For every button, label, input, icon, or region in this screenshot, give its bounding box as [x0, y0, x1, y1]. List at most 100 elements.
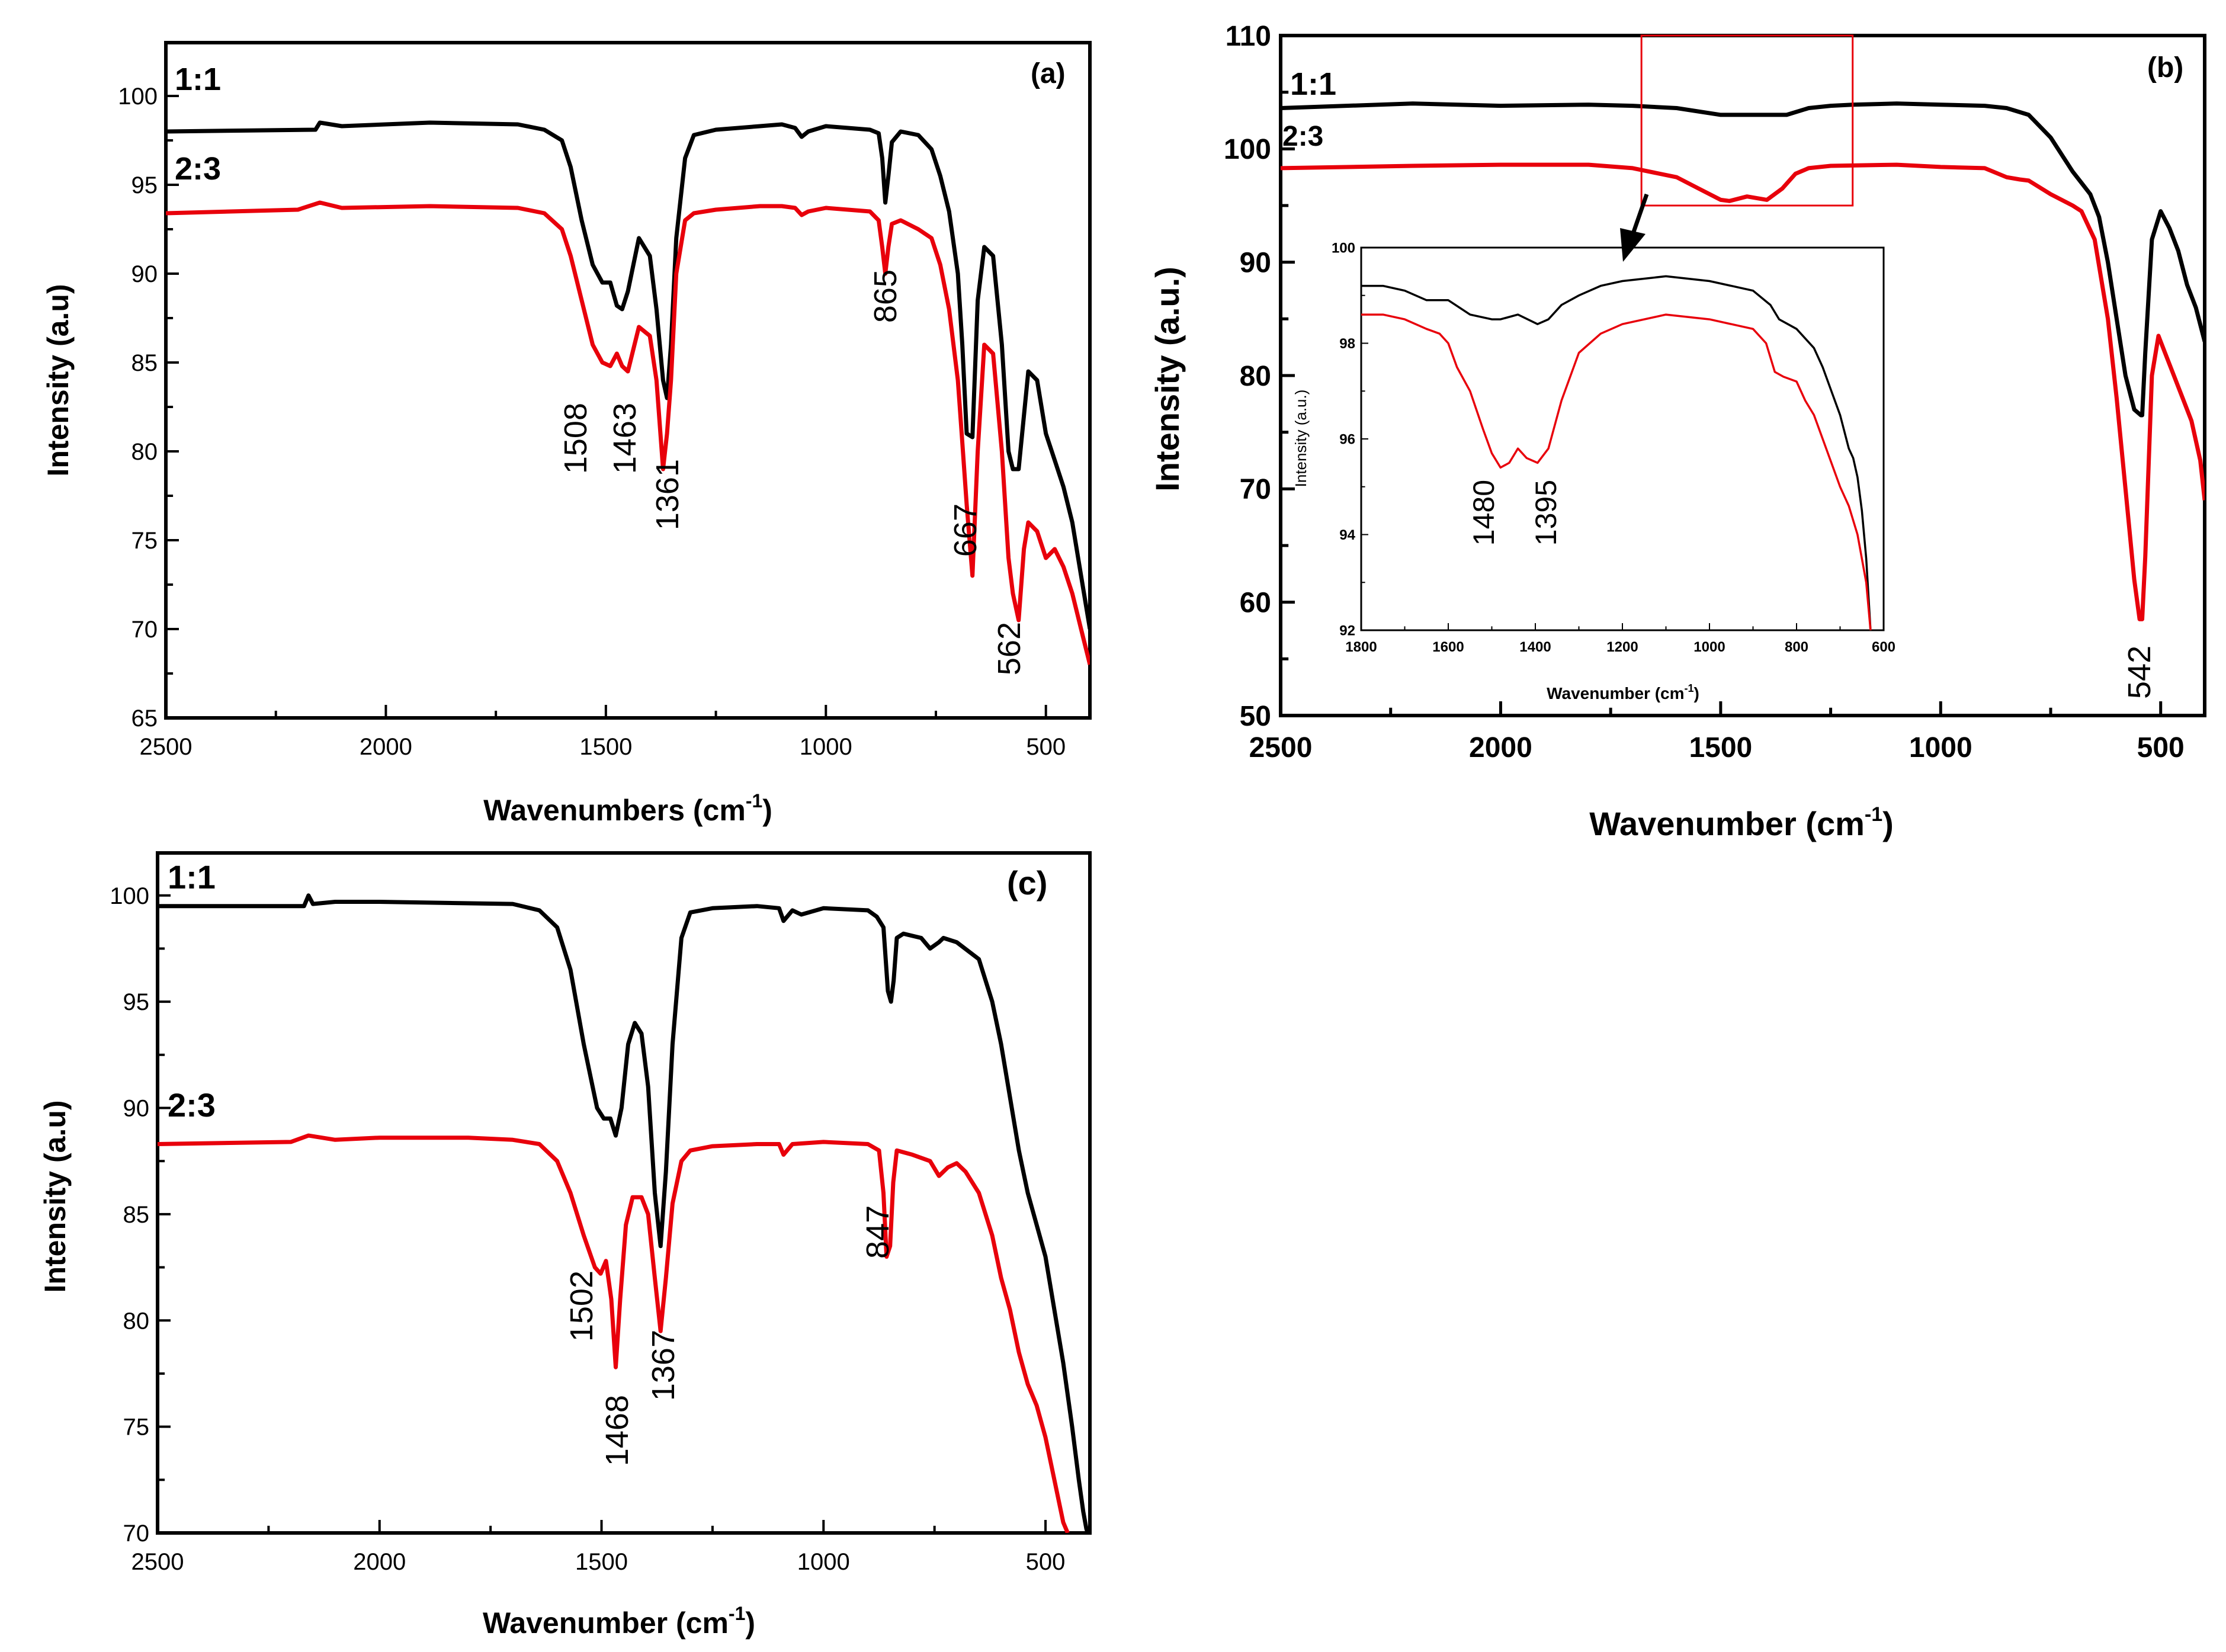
panel-b-ytick-label: 90: [1240, 247, 1271, 278]
panel-a-chart: 2500 2000 1500 1000 500 65 70 75 80 85 90 95 100 (a)…: [41, 41, 1092, 827]
panel-b-ytick-label: 110: [1226, 21, 1271, 52]
panel-a-series-label-1-1: 1:1: [175, 62, 221, 97]
panel-b-series: [1281, 101, 2205, 621]
panel-c-ytick-label: 70: [123, 1521, 150, 1547]
panel-b-inset-xtick-label: 1600: [1432, 639, 1464, 655]
panel-a-ytick-label: 90: [131, 261, 158, 287]
panel-b-series-2-3: [1281, 162, 2205, 621]
panel-b-inset-ytick-label: 96: [1339, 431, 1355, 447]
panel-b-ytick-label: 50: [1240, 701, 1271, 732]
panel-a-xtick-label: 2500: [140, 734, 193, 760]
panel-c-ytick-label: 100: [110, 883, 149, 909]
panel-b-inset-ytick-label: 98: [1339, 336, 1355, 352]
panel-c-xtick-label: 2000: [353, 1549, 406, 1575]
panel-b-ytick-label: 70: [1240, 474, 1271, 505]
panel-b-inset-ylabel: Intensity (a.u.): [1292, 390, 1310, 487]
panel-b-xlabel: Wavenumber (cm-1): [1589, 803, 1894, 842]
panel-a-ytick-label: 85: [131, 350, 158, 376]
panel-c-series-label-2-3: 2:3: [168, 1086, 216, 1124]
panel-a-ticks: 2500 2000 1500 1000 500 65 70 75 80 85 90 95 100: [118, 84, 1066, 760]
panel-c-ytick-label: 75: [123, 1414, 150, 1441]
panel-b-label: (b): [2147, 52, 2183, 84]
panel-a-xtick-label: 500: [1026, 734, 1066, 760]
panel-b-inset-frame: [1360, 246, 1885, 631]
peak-label-847: 847: [860, 1205, 896, 1259]
panel-a-ytick-label: 80: [131, 439, 158, 465]
panel-c-xtick-label: 500: [1026, 1549, 1066, 1575]
peak-label-1480: 1480: [1467, 480, 1500, 546]
panel-a-annotations: 1508 1463 1361 865 667 562: [558, 270, 1027, 675]
panel-c-chart: 2500 2000 1500 1000 500 70 75 80 85 90 95 100 (c) 1…: [39, 851, 1092, 1640]
panel-b-inset-chart: 1800 1600 1400 1200 1000 800 600 92 94 96 98 100 Wa…: [1292, 240, 1895, 702]
panel-c-xtick-label: 1500: [575, 1549, 628, 1575]
peak-label-1468: 1468: [599, 1395, 635, 1466]
panel-b-inset-ytick-label: 100: [1332, 240, 1355, 256]
inset-arrow-head: [1620, 228, 1646, 262]
panel-a-xtick-label: 2000: [360, 734, 412, 760]
panel-c-series-1-1: [158, 893, 1090, 1533]
panel-a-ytick-label: 70: [131, 617, 158, 643]
panel-b-inset-series-1-1: [1361, 275, 1872, 630]
panel-b-inset-xtick-label: 1200: [1606, 639, 1638, 655]
panel-b-series-label-1-1: 1:1: [1290, 66, 1336, 102]
panel-a-label: (a): [1031, 58, 1066, 89]
panel-b-ticks: 2500 2000 1500 1000 500 50 60 70 80 90 100 110: [1224, 21, 2185, 764]
panel-c-ticks: 2500 2000 1500 1000 500 70 75 80 85 90 95 100: [110, 883, 1065, 1575]
panel-b-inset-ytick-label: 92: [1339, 623, 1355, 639]
panel-b-inset-xtick-label: 1400: [1519, 639, 1551, 655]
panel-b-inset-ytick-label: 94: [1339, 527, 1355, 543]
panel-b-inset-ticks: 1800 1600 1400 1200 1000 800 600 92 94 96 98 100: [1332, 240, 1895, 655]
peak-label-1508: 1508: [558, 403, 594, 474]
panel-b-inset-xtick-label: 1000: [1693, 639, 1725, 655]
peak-label-1502: 1502: [564, 1271, 599, 1342]
panel-b-xtick-label: 2500: [1249, 732, 1313, 764]
panel-b-inset-xtick-label: 600: [1872, 639, 1895, 655]
panel-a-ytick-label: 65: [131, 705, 158, 732]
panel-b-inset-series: [1361, 275, 1872, 630]
panel-b-inset-xtick-label: 800: [1785, 639, 1808, 655]
panel-b-xtick-label: 1500: [1689, 732, 1752, 764]
panel-b-ytick-label: 100: [1224, 134, 1271, 165]
panel-b-xtick-label: 1000: [1909, 732, 1972, 764]
peak-label-542: 542: [2122, 646, 2157, 699]
panel-a-xlabel: Wavenumbers (cm-1): [483, 790, 772, 827]
panel-a-ytick-label: 75: [131, 528, 158, 554]
peak-label-562: 562: [992, 622, 1027, 675]
zoom-region-box: [1640, 34, 1854, 207]
panel-a-series-2-3: [166, 200, 1090, 665]
panel-c-xtick-label: 1000: [797, 1549, 850, 1575]
panel-c-ylabel: Intensity (a.u): [39, 1100, 72, 1292]
panel-a-ytick-label: 100: [118, 84, 158, 110]
peak-label-1367: 1367: [646, 1330, 681, 1401]
panel-b-inset-xtick-label: 1800: [1345, 639, 1377, 655]
panel-c-annotations: 1502 1468 1367 847: [564, 1205, 896, 1466]
panel-c-series-label-1-1: 1:1: [168, 858, 216, 896]
panel-a-series-1-1: [166, 120, 1090, 630]
panel-c-ytick-label: 95: [123, 989, 150, 1015]
panel-b-xtick-label: 2000: [1469, 732, 1532, 764]
panel-b-series-1-1: [1281, 101, 2205, 418]
panel-c-series-2-3: [158, 1133, 1070, 1533]
panel-a-xtick-label: 1000: [800, 734, 852, 760]
panel-a-frame: [164, 41, 1092, 720]
panel-c-label: (c): [1007, 864, 1047, 902]
panel-c-ytick-label: 85: [123, 1202, 150, 1228]
panel-c-series: [158, 893, 1090, 1533]
panel-b-inset-series-2-3: [1361, 313, 1872, 630]
panel-c-frame: [156, 851, 1092, 1535]
panel-b-ytick-label: 80: [1240, 361, 1271, 392]
peak-label-1361: 1361: [650, 459, 685, 530]
peak-label-1463: 1463: [607, 403, 643, 474]
panel-b-xtick-label: 500: [2137, 732, 2185, 764]
peak-label-865: 865: [868, 270, 903, 323]
panel-c-ytick-label: 90: [123, 1096, 150, 1122]
panel-a-ytick-label: 95: [131, 172, 158, 198]
panel-a-series-label-2-3: 2:3: [175, 151, 221, 187]
panel-a-series: [166, 120, 1090, 665]
panel-c-xlabel: Wavenumber (cm-1): [483, 1603, 755, 1640]
panel-c-ytick-label: 80: [123, 1308, 150, 1334]
panel-a-ylabel: Intensity (a.u): [41, 284, 75, 476]
peak-label-1395: 1395: [1529, 480, 1563, 546]
